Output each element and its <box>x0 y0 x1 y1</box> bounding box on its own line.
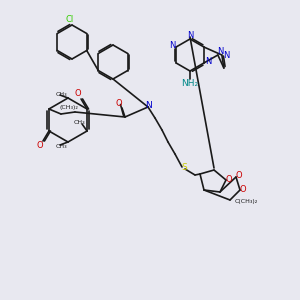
Text: (CH₃)₂: (CH₃)₂ <box>59 106 78 110</box>
Text: N: N <box>217 46 223 56</box>
Text: O: O <box>75 89 81 98</box>
Text: Cl: Cl <box>66 14 74 23</box>
Text: N: N <box>205 56 211 65</box>
Text: N: N <box>146 101 152 110</box>
Text: S: S <box>181 164 187 172</box>
Text: NH₂: NH₂ <box>182 80 199 88</box>
Text: O: O <box>240 185 246 194</box>
Text: N: N <box>169 40 175 50</box>
Text: CH₃: CH₃ <box>56 92 68 97</box>
Text: C(CH₃)₂: C(CH₃)₂ <box>235 200 258 205</box>
Text: CH₃: CH₃ <box>73 121 85 125</box>
Text: O: O <box>37 142 43 151</box>
Text: N: N <box>223 50 229 59</box>
Text: O: O <box>236 170 242 179</box>
Text: N: N <box>187 31 193 40</box>
Text: O: O <box>226 176 232 184</box>
Text: CH₃: CH₃ <box>56 143 68 148</box>
Text: O: O <box>116 100 122 109</box>
